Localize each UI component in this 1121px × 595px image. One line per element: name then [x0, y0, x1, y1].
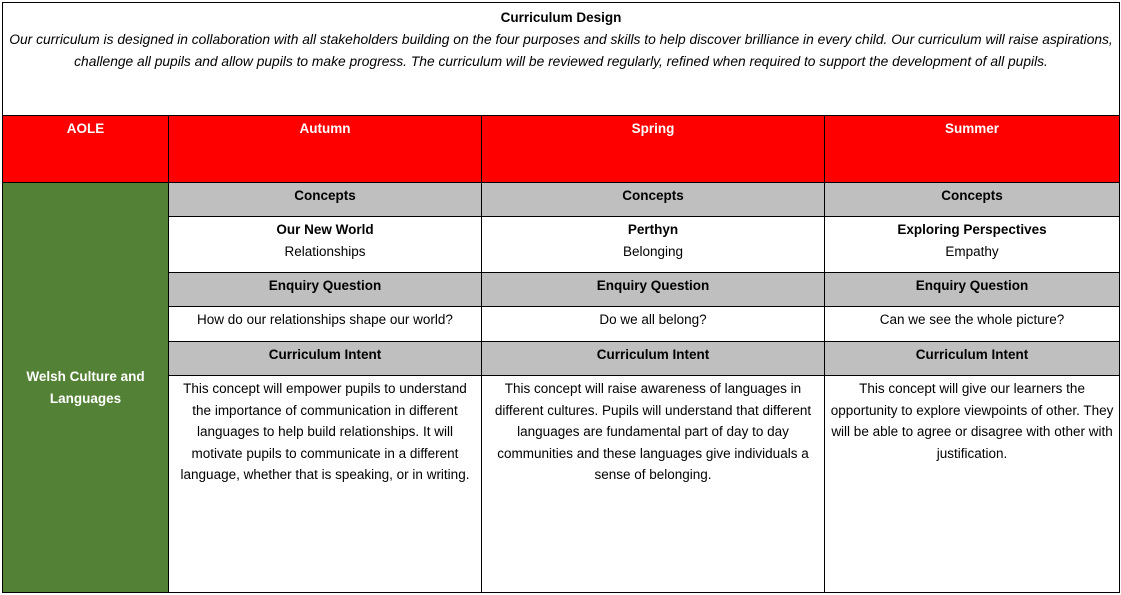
concepts-label: Concepts	[481, 182, 825, 217]
concept-cell: Perthyn Belonging	[481, 216, 825, 273]
concept-title: Perthyn	[627, 222, 679, 237]
enquiry-label: Enquiry Question	[168, 272, 482, 307]
intro-text: Our curriculum is designed in collaborat…	[9, 32, 1113, 69]
intent-text: This concept will raise awareness of lan…	[481, 375, 825, 593]
header-aole: AOLE	[2, 115, 169, 183]
concept-cell: Our New World Relationships	[168, 216, 482, 273]
concept: Empathy	[945, 243, 999, 259]
concept: Belonging	[622, 243, 684, 259]
intent-label: Curriculum Intent	[168, 341, 482, 376]
concept-cell: Exploring Perspectives Empathy	[823, 216, 1121, 273]
enquiry-label: Enquiry Question	[823, 272, 1121, 307]
aole-cell: Welsh Culture and Languages	[2, 182, 169, 593]
header-spring: Spring	[481, 115, 825, 183]
intent-text: This concept will empower pupils to unde…	[168, 375, 482, 593]
document-title: Curriculum Design	[500, 10, 622, 25]
header-summer: Summer	[823, 115, 1121, 183]
concepts-label: Concepts	[168, 182, 482, 217]
enquiry-question: Can we see the whole picture?	[823, 306, 1121, 342]
title-cell: Curriculum Design Our curriculum is desi…	[1, 2, 1121, 116]
enquiry-label: Enquiry Question	[481, 272, 825, 307]
enquiry-question: How do our relationships shape our world…	[168, 306, 482, 342]
enquiry-question: Do we all belong?	[481, 306, 825, 342]
header-autumn: Autumn	[168, 115, 482, 183]
concept-title: Exploring Perspectives	[897, 222, 1047, 237]
intent-label: Curriculum Intent	[823, 341, 1121, 376]
concepts-label: Concepts	[823, 182, 1121, 217]
concept: Relationships	[284, 243, 366, 259]
concept-title: Our New World	[276, 222, 374, 237]
intent-label: Curriculum Intent	[481, 341, 825, 376]
intent-text: This concept will give our learners the …	[823, 375, 1121, 593]
